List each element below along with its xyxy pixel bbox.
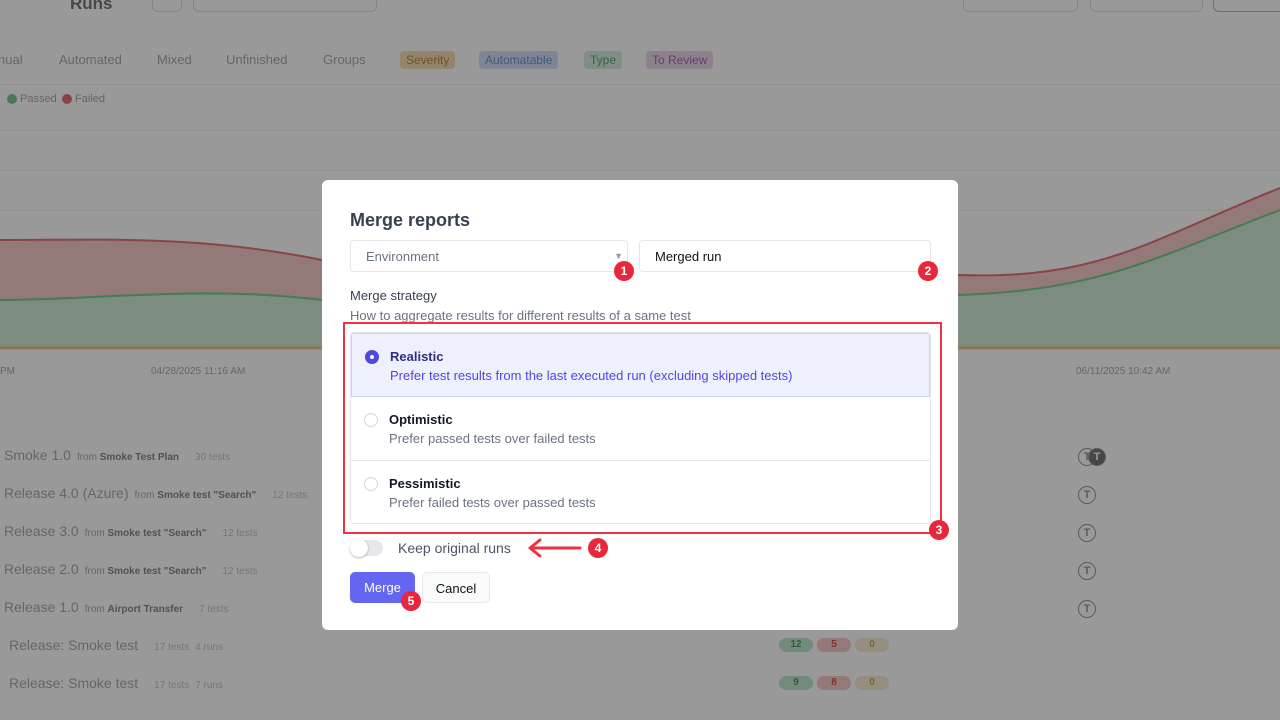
group-row[interactable]: Release: Smoke test 17 tests 7 runs <box>9 675 223 691</box>
user-avatar-icon: T <box>1088 448 1106 466</box>
tab-automated[interactable]: Automated <box>59 52 122 67</box>
user-avatar-icon: T <box>1078 524 1096 542</box>
radio-button[interactable] <box>364 477 378 491</box>
passed-area <box>0 210 1280 348</box>
run-name-input[interactable]: Merged run <box>639 240 931 272</box>
user-avatar-icon: T <box>1078 600 1096 618</box>
tab-mixed[interactable]: Mixed <box>157 52 192 67</box>
annotation-badge-2: 2 <box>918 261 938 281</box>
merge-strategy-label: Merge strategy <box>350 288 437 303</box>
strategy-option-pessimistic[interactable]: Pessimistic Prefer failed tests over pass… <box>351 461 930 523</box>
option-description: Prefer test results from the last execut… <box>390 368 793 383</box>
tab-groups[interactable]: Groups <box>323 52 366 67</box>
passed-count-badge: 9 <box>779 676 813 690</box>
x-axis-label: 04/28/2025 11:16 AM <box>151 366 246 377</box>
annotation-badge-1: 1 <box>614 261 634 281</box>
failed-count-badge: 5 <box>817 638 851 652</box>
tab-manual[interactable]: nual <box>0 52 23 67</box>
annotation-badge-5: 5 <box>401 591 421 611</box>
user-avatar-icon: T <box>1078 562 1096 580</box>
filter-severity[interactable]: Severity <box>400 51 456 69</box>
cancel-button[interactable]: Cancel <box>422 572 490 603</box>
chevron-down-icon: ▼ <box>614 251 623 261</box>
group-row[interactable]: Release: Smoke test 17 tests 4 runs <box>9 637 223 653</box>
run-row[interactable]: Release 1.0 from Airport Transfer 7 tests <box>4 599 229 615</box>
annotation-highlight-box <box>343 322 942 534</box>
environment-select[interactable]: Environment ▼ <box>350 240 628 272</box>
strategy-option-optimistic[interactable]: Optimistic Prefer passed tests over faile… <box>351 397 930 461</box>
run-row[interactable]: Release 4.0 (Azure) from Smoke test "Sear… <box>4 485 308 501</box>
strategy-option-realistic[interactable]: Realistic Prefer test results from the la… <box>351 333 930 397</box>
x-axis-label: 06/11/2025 10:42 AM <box>1076 366 1171 377</box>
x-axis-label: PM <box>0 366 15 377</box>
run-row[interactable]: Release 2.0 from Smoke test "Search" 12 te… <box>4 561 258 577</box>
run-row[interactable]: Smoke 1.0 from Smoke Test Plan 30 tests <box>4 447 231 463</box>
tab-unfinished[interactable]: Unfinished <box>226 52 288 67</box>
filter-to-review[interactable]: To Review <box>646 51 714 69</box>
toolbar-button-1[interactable] <box>963 0 1078 12</box>
dialog-title: Merge reports <box>350 210 471 230</box>
annotation-badge-4: 4 <box>588 538 608 558</box>
radio-button[interactable] <box>365 350 379 364</box>
filter-type[interactable]: Type <box>584 51 623 69</box>
toolbar-button-2[interactable] <box>1090 0 1203 12</box>
legend-failed: Failed <box>62 93 105 105</box>
breadcrumb-current: Runs <box>70 0 113 13</box>
passed-count-badge: 12 <box>779 638 813 652</box>
legend-passed: Passed <box>7 93 57 105</box>
option-description: Prefer failed tests over passed tests <box>389 495 596 510</box>
user-avatar-icon: T <box>1078 486 1096 504</box>
filter-automatable[interactable]: Automatable <box>479 51 559 69</box>
search-input[interactable] <box>193 0 377 12</box>
merge-strategy-description: How to aggregate results for different r… <box>350 308 691 323</box>
option-name: Realistic <box>390 349 444 364</box>
run-row[interactable]: Release 3.0 from Smoke test "Search" 12 te… <box>4 523 258 539</box>
option-name: Optimistic <box>389 412 453 427</box>
failed-count-badge: 8 <box>817 676 851 690</box>
merge-strategy-options: Realistic Prefer test results from the la… <box>350 332 931 524</box>
option-name: Pessimistic <box>389 476 461 491</box>
toolbar-button-3[interactable] <box>1213 0 1280 12</box>
keep-original-runs-label: Keep original runs <box>398 540 511 556</box>
annotation-badge-3: 3 <box>929 520 949 540</box>
merge-reports-dialog: Merge reports Environment ▼ Merged run Me… <box>322 180 958 630</box>
back-button[interactable] <box>152 0 182 12</box>
divider <box>0 84 1280 85</box>
annotation-arrow-icon <box>528 538 582 558</box>
keep-original-runs-toggle[interactable] <box>350 539 383 557</box>
other-count-badge: 0 <box>855 676 889 690</box>
radio-button[interactable] <box>364 413 378 427</box>
option-description: Prefer passed tests over failed tests <box>389 431 596 446</box>
other-count-badge: 0 <box>855 638 889 652</box>
